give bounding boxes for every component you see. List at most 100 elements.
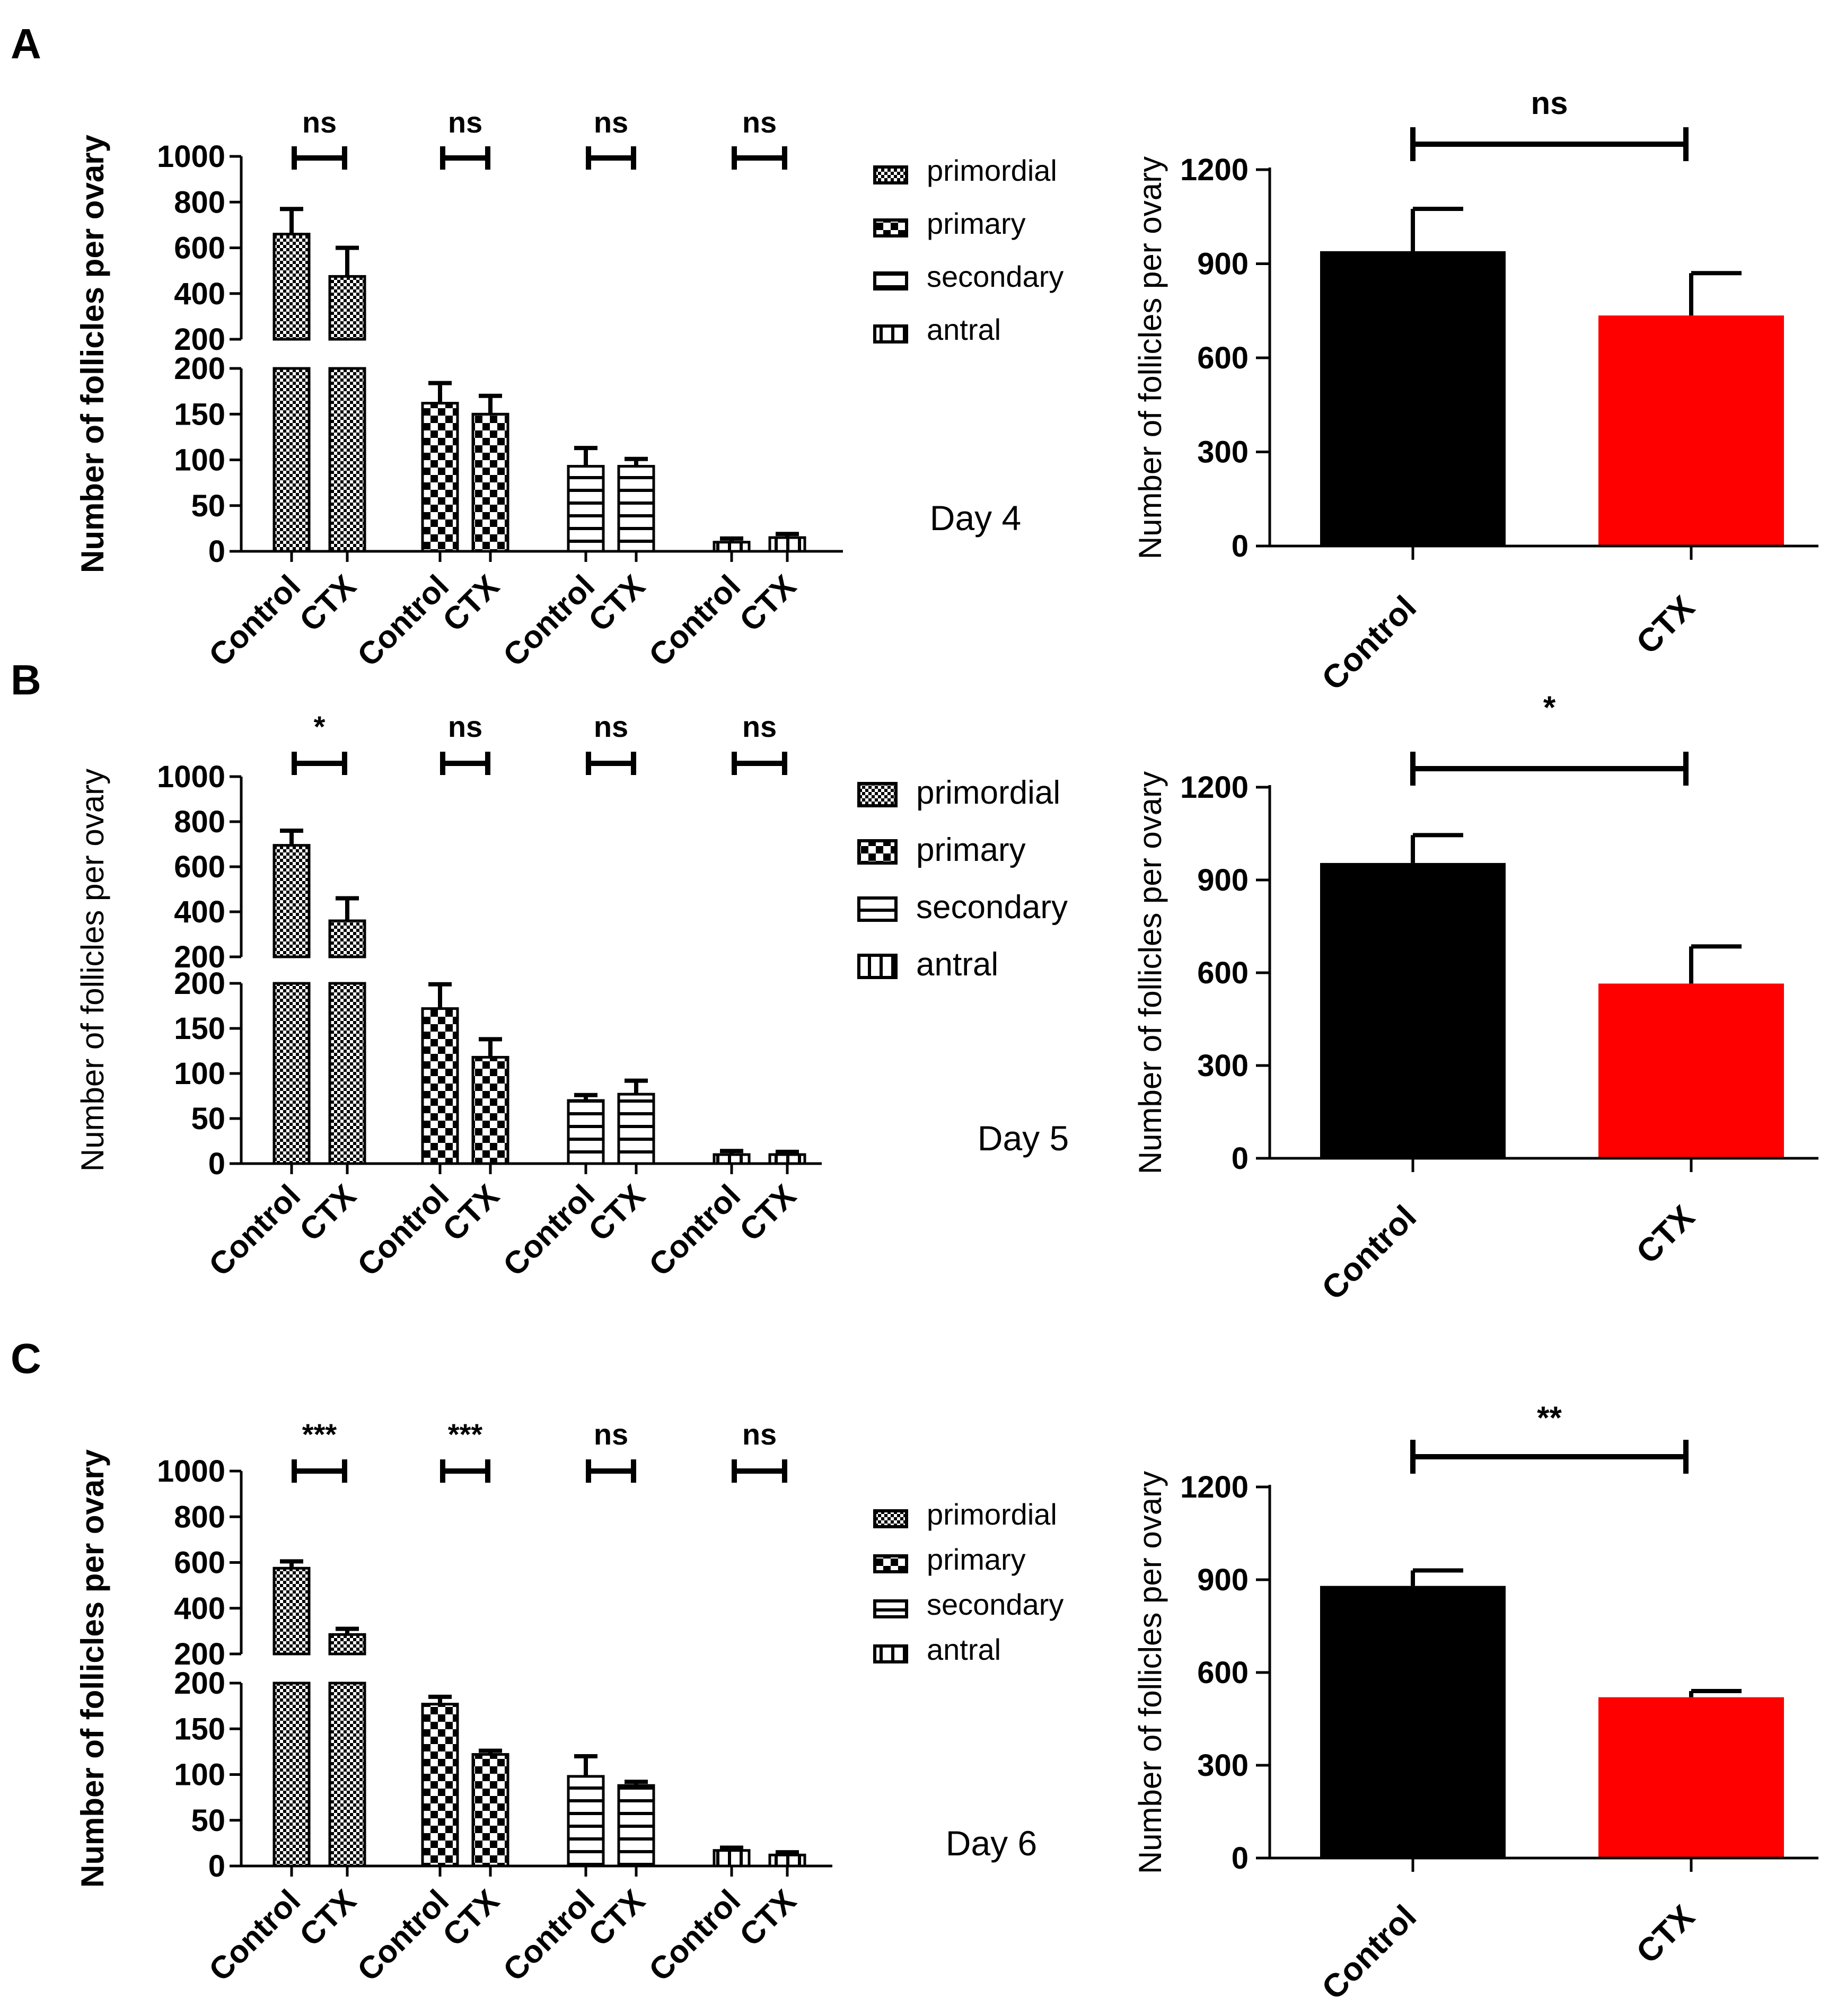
chart-a-total: 0 300 600 900 1200 Control CTX Number of follic… (1132, 85, 1818, 698)
significance-label: ** (1537, 1400, 1562, 1436)
bar-control-5 (567, 1775, 605, 1868)
x-tick-label-control: Control (496, 1883, 601, 1988)
significance-label: ns (448, 710, 482, 743)
bar-control (1320, 1586, 1506, 1858)
x-tick-label-ctx: CTX (436, 568, 506, 638)
significance-label: ns (448, 105, 482, 139)
x-tick-label-control: Control (1315, 589, 1423, 698)
bar-ctx-2-upper (328, 1633, 366, 1656)
bar-ctx-6 (617, 1093, 655, 1165)
error-bar-7 (720, 1149, 743, 1155)
x-tick-label-ctx: CTX (436, 1178, 506, 1248)
error-bar-5 (574, 1754, 597, 1776)
significance-bracket (440, 146, 490, 170)
significance-bracket (586, 146, 636, 170)
legend-label-antral: antral (927, 1633, 1001, 1666)
bar-ctx-2-upper (328, 275, 366, 341)
bar-control-7 (713, 541, 751, 553)
y-tick-label: 600 (1197, 1656, 1249, 1690)
significance-bracket (440, 1459, 490, 1483)
y-tick-label-upper: 400 (174, 277, 225, 311)
x-tick-label-ctx: CTX (582, 1178, 652, 1248)
chart-b-total: 0 300 600 900 1200 Control CTX Number of follic… (1132, 690, 1818, 1307)
error-bar-ctx (1689, 271, 1742, 316)
error-bar-4 (479, 393, 502, 415)
bar-control-3 (421, 1703, 459, 1868)
legend-swatch-primary (857, 839, 898, 865)
x-tick-label-control: Control (496, 568, 601, 673)
legend-swatch-secondary (873, 271, 908, 290)
significance-label: ns (742, 105, 777, 139)
bar-ctx-2-lower (328, 1682, 366, 1868)
chart-a-stages: 0501001502002004006008001000ControlCTXCo… (75, 105, 1063, 673)
error-bar-7 (720, 536, 743, 542)
x-tick-label-ctx: CTX (733, 1883, 803, 1953)
error-bar-control (1411, 1568, 1463, 1586)
legend-swatch-antral (873, 324, 908, 344)
bar-control-1-lower (272, 982, 311, 1165)
panel-label-c: C (11, 1335, 41, 1382)
x-tick-label-control: Control (642, 568, 747, 673)
y-tick-label: 1200 (1180, 153, 1249, 187)
x-tick-label-control: Control (642, 1178, 747, 1283)
bar-control-3 (421, 402, 459, 553)
x-tick-label-ctx: CTX (582, 568, 652, 638)
legend-label-primordial: primordial (927, 154, 1057, 187)
error-bar-3 (428, 381, 452, 403)
y-tick-label-lower: 100 (174, 1057, 225, 1091)
y-tick-label: 300 (1197, 1748, 1249, 1783)
bar-control (1320, 251, 1506, 546)
legend-swatch-antral (857, 954, 898, 979)
x-tick-label-control: Control (1315, 1898, 1423, 2007)
significance-bracket (586, 752, 636, 775)
day-label: Day 4 (930, 498, 1021, 538)
x-tick-label-control: Control (350, 1178, 455, 1283)
error-bar-6 (625, 1780, 648, 1786)
x-tick-label-control: Control (642, 1883, 747, 1988)
bar-ctx-4 (471, 412, 509, 553)
significance-bracket (1410, 752, 1689, 786)
y-tick-label: 0 (1232, 529, 1249, 564)
legend-label-antral: antral (916, 946, 998, 983)
significance-label: *** (302, 1418, 337, 1451)
bar-control-1-upper (272, 233, 311, 341)
y-tick-label-upper: 800 (174, 1500, 225, 1534)
y-tick-label-lower: 100 (174, 1758, 225, 1792)
y-tick-label: 300 (1197, 435, 1249, 470)
bar-ctx-2-upper (328, 919, 366, 958)
x-tick-label-ctx: CTX (1629, 589, 1701, 661)
legend-label-primary: primary (916, 832, 1026, 868)
legend-label-secondary: secondary (927, 1588, 1063, 1621)
error-bar-8 (776, 532, 799, 538)
y-tick-label-lower: 100 (174, 443, 225, 478)
x-tick-label-control: Control (202, 1178, 307, 1283)
x-tick-label-ctx: CTX (293, 1883, 363, 1953)
legend-label-antral: antral (927, 313, 1001, 346)
error-bar-1 (280, 207, 303, 234)
x-tick-label-ctx: CTX (733, 568, 803, 638)
y-tick-label-upper: 800 (174, 805, 225, 839)
y-tick-label-lower: 150 (174, 1712, 225, 1746)
error-bar-ctx (1689, 944, 1742, 984)
y-tick-label: 900 (1197, 247, 1249, 281)
error-bar-5 (574, 446, 597, 466)
day-label: Day 5 (978, 1119, 1069, 1158)
error-bar-2 (336, 896, 359, 921)
error-bar-control (1411, 833, 1463, 863)
y-tick-label-lower: 200 (174, 1666, 225, 1701)
y-tick-label-lower: 200 (174, 966, 225, 1001)
y-tick-label-upper: 400 (174, 895, 225, 929)
bar-control-1-upper (272, 844, 311, 958)
y-tick-label-upper: 200 (174, 940, 225, 974)
y-tick-label-lower: 0 (208, 1849, 225, 1883)
y-tick-label-upper: 200 (174, 1637, 225, 1671)
bar-ctx-8 (768, 536, 806, 553)
significance-label: * (1543, 690, 1556, 725)
chart-b-stages: 0501001502002004006008001000ControlCTXCo… (75, 710, 1069, 1283)
bar-ctx (1598, 1697, 1784, 1858)
y-axis-label: Number of follicles per ovary (75, 769, 110, 1172)
chart-c-total: 0 300 600 900 1200 Control CTX Number of follic… (1132, 1400, 1818, 2007)
legend-label-primordial: primordial (927, 1498, 1057, 1531)
y-tick-label: 300 (1197, 1049, 1249, 1083)
